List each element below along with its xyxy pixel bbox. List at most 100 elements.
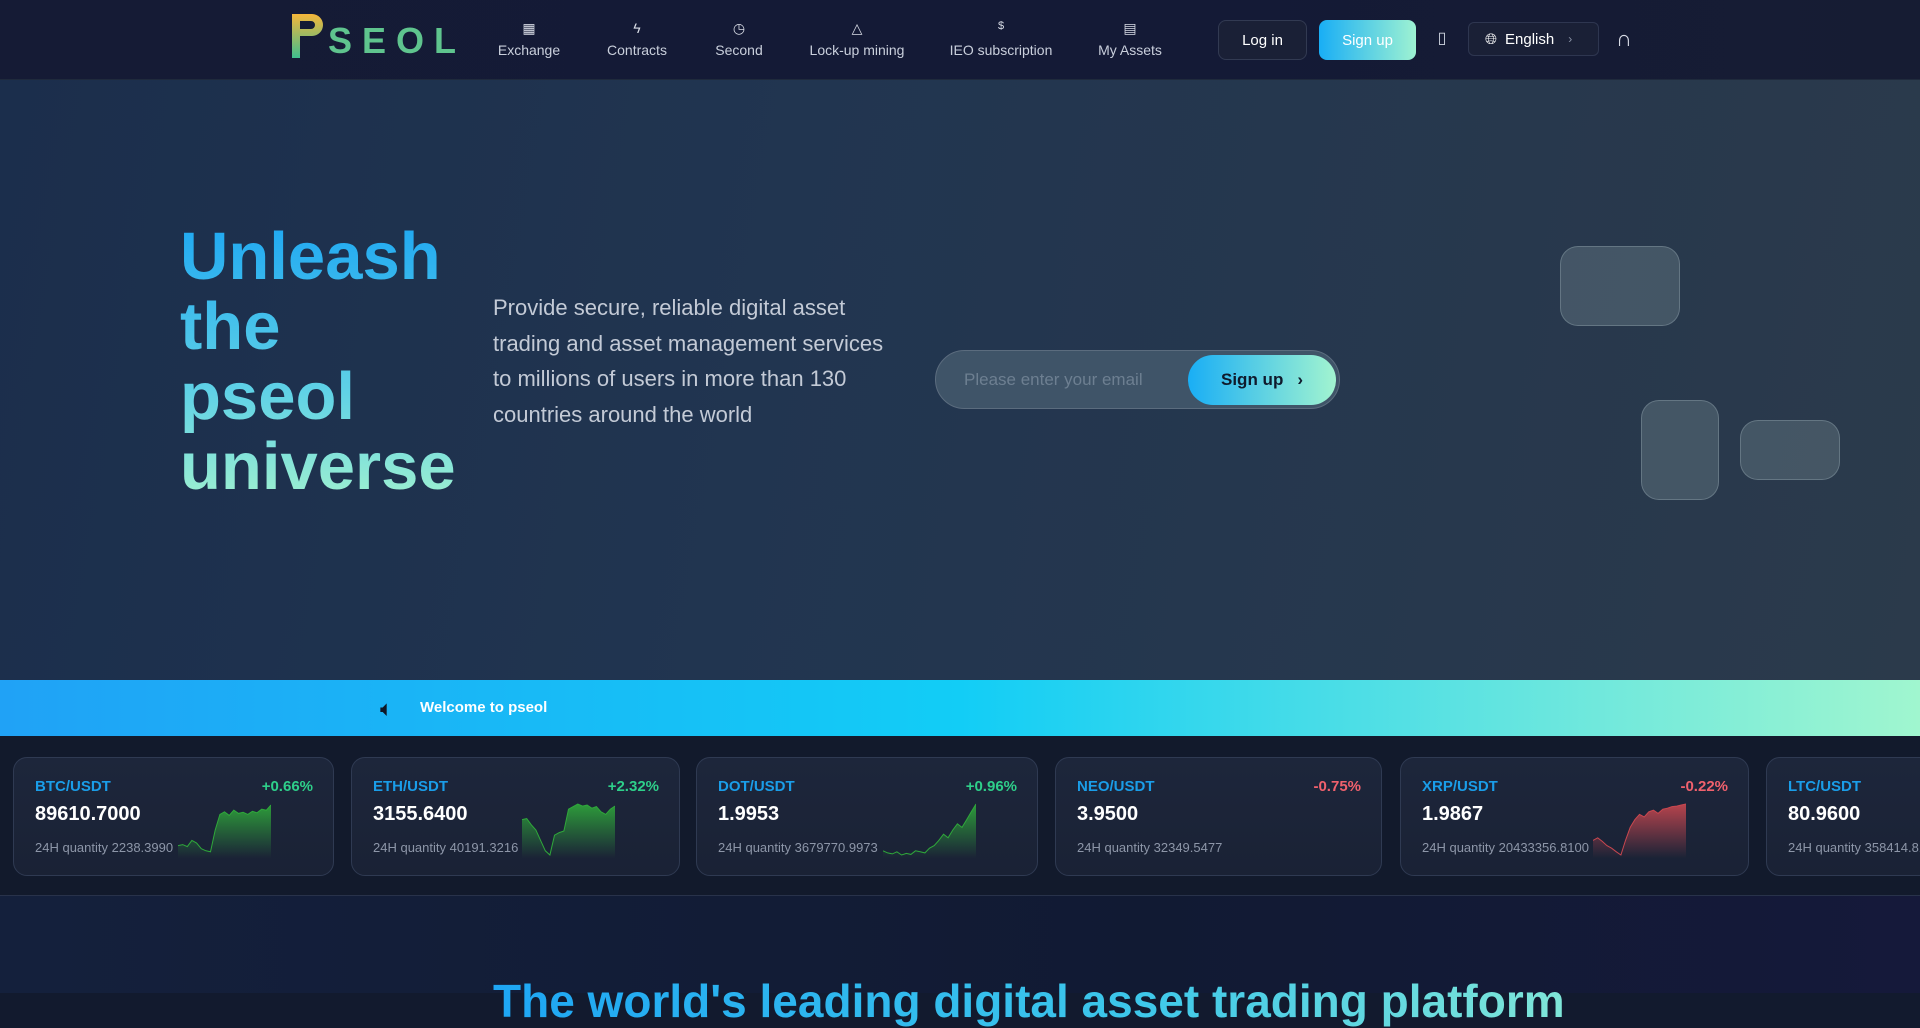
chevron-right-icon: › [1568,32,1573,46]
dollar-icon: $ [997,20,1005,32]
ticker-pair: ETH/USDT [373,778,448,795]
nav-label: My Assets [1098,42,1162,58]
headset-icon[interactable]: ∩ [1616,26,1632,51]
ticker-card[interactable]: NEO/USDT -0.75% 3.9500 24H quantity 3234… [1055,757,1382,876]
quantity-label: 24H quantity [1077,840,1150,855]
language-label: English [1505,30,1555,48]
email-signup-button[interactable]: Sign up › [1188,355,1336,405]
ticker-quantity: 24H quantity 20433356.8100 [1422,840,1589,855]
ticker-quantity: 24H quantity 2238.3990 [35,840,173,855]
ticker-change: +0.96% [965,778,1017,795]
ticker-price: 3.9500 [1077,803,1139,825]
logo[interactable]: SEOL [288,10,466,62]
nav-label: Second [715,42,763,58]
nav-second[interactable]: ◷ Second [715,20,762,58]
sparkline-area [522,804,615,858]
sparkline [522,803,615,858]
title-line: pseol [180,359,355,434]
quantity-label: 24H quantity [373,840,446,855]
ticker-pair: DOT/USDT [718,778,795,795]
quantity-label: 24H quantity [1422,840,1495,855]
language-selector[interactable]: 🌐︎ English › [1468,22,1599,56]
hero: Unleash the pseol universe Provide secur… [0,80,1920,680]
sparkline-area [883,804,976,858]
wallet-icon: ▤ [1123,20,1137,36]
logo-p-icon [292,14,323,58]
announcement-text[interactable]: Welcome to pseol [420,699,548,716]
ticker-card[interactable]: DOT/USDT +0.96% 1.9953 24H quantity 3679… [696,757,1038,876]
ticker-pair: LTC/USDT [1788,778,1862,795]
ticker-price: 1.9867 [1422,803,1484,825]
ticker-pair: NEO/USDT [1077,778,1155,795]
sparkline-area [178,805,271,858]
quantity-value: 20433356.8100 [1498,840,1589,855]
sparkline [883,803,976,858]
nav-exchange[interactable]: ▦ Exchange [498,20,560,58]
header: SEOL ▦ Exchange ϟ Contracts ◷ Second △ Lock-… [0,0,1920,80]
ticker-change: -0.75% [1313,778,1361,795]
ticker-card[interactable]: XRP/USDT -0.22% 1.9867 24H quantity 2043… [1400,757,1749,876]
ticker-row: BTC/USDT +0.66% 89610.7000 24H quantity … [0,736,1920,896]
signup-button[interactable]: Sign up [1319,20,1416,60]
sparkline [1593,803,1686,858]
sparkline [178,804,271,858]
email-signup-form: Sign up › [935,350,1340,409]
sparkline-line [522,803,615,856]
decorative-tile [1641,400,1719,500]
ticker-change: -0.22% [1680,778,1728,795]
signup-label: Sign up [1221,370,1284,389]
ticker-change: +2.32% [607,778,659,795]
sparkline-line [178,804,271,853]
globe-icon: 🌐︎ [1485,30,1498,48]
ticker-change: +0.66% [261,778,313,795]
bar-chart-icon: ▦ [522,20,536,36]
ticker-quantity: 24H quantity 358414.818 [1788,840,1920,855]
sparkline-line [1593,803,1686,856]
decorative-tile [1560,246,1680,326]
clock-icon: ◷ [732,20,746,36]
flask-icon: △ [851,20,863,36]
ticker-quantity: 24H quantity 32349.5477 [1077,840,1222,855]
quantity-value: 2238.3990 [111,840,174,855]
sparkline-line [883,803,976,856]
ticker-price: 3155.6400 [373,803,468,825]
nav-my-assets[interactable]: ▤ My Assets [1098,20,1162,58]
ticker-card[interactable]: BTC/USDT +0.66% 89610.7000 24H quantity … [13,757,334,876]
announcement-banner: 🔈︎ Welcome to pseol [0,680,1920,736]
nav-lockup-mining[interactable]: △ Lock-up mining [810,20,905,58]
title-line: the [180,289,281,364]
ticker-pair: XRP/USDT [1422,778,1498,795]
email-input[interactable] [964,351,1184,408]
nav-contracts[interactable]: ϟ Contracts [607,20,667,58]
sparkline-area [1593,804,1686,858]
quantity-label: 24H quantity [35,840,108,855]
title-line: universe [180,429,456,504]
login-button[interactable]: Log in [1218,20,1307,60]
chevron-right-icon: › [1297,370,1303,389]
title-line: Unleash [180,219,441,294]
quantity-label: 24H quantity [1788,840,1861,855]
app-download-icon[interactable]: ▯ [1437,30,1447,47]
ticker-price: 80.9600 [1788,803,1861,825]
lightning-icon: ϟ [633,20,641,36]
ticker-card[interactable]: ETH/USDT +2.32% 3155.6400 24H quantity 4… [351,757,680,876]
quantity-value: 40191.3216 [449,840,519,855]
nav-label: Contracts [607,42,667,58]
section-title: The world's leading digital asset tradin… [493,975,1565,1027]
ticker-pair: BTC/USDT [35,778,111,795]
quantity-value: 358414.818 [1864,840,1920,855]
ticker-card[interactable]: LTC/USDT 80.9600 24H quantity 358414.818 [1766,757,1920,876]
hero-title: Unleash the pseol universe [180,222,456,502]
nav-label: IEO subscription [949,42,1053,58]
logo-text: SEOL [328,20,467,61]
nav-label: Exchange [497,42,561,58]
ticker-price: 89610.7000 [35,803,141,825]
speaker-icon: 🔈︎ [380,696,394,721]
platform-section: The world's leading digital asset tradin… [0,896,1920,1027]
ticker-quantity: 24H quantity 40191.3216 [373,840,518,855]
quantity-value: 3679770.9973 [794,840,878,855]
quantity-value: 32349.5477 [1153,840,1223,855]
ticker-quantity: 24H quantity 3679770.9973 [718,840,878,855]
quantity-label: 24H quantity [718,840,791,855]
nav-ieo-subscription[interactable]: $ IEO subscription [950,20,1053,58]
